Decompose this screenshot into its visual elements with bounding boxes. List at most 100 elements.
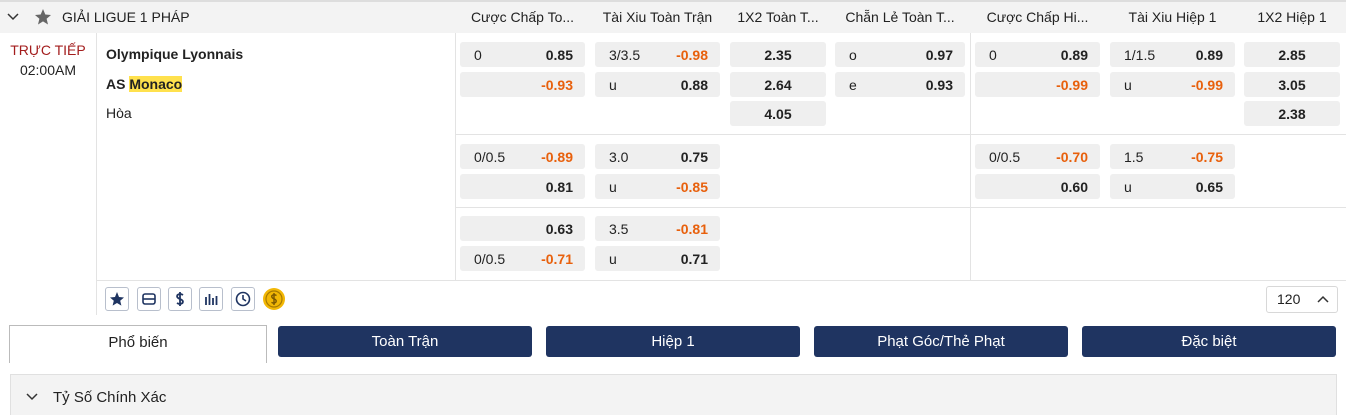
handicap-line: u bbox=[609, 251, 617, 267]
section-title: Tỷ Số Chính Xác bbox=[53, 389, 167, 406]
odds-cell[interactable]: u 0.71 bbox=[595, 246, 720, 271]
odds-cell[interactable]: 1/1.5 0.89 bbox=[1110, 42, 1235, 67]
section-header bbox=[10, 374, 1337, 415]
odds-value: 0.71 bbox=[680, 251, 708, 267]
away-team: AS Monaco bbox=[106, 76, 183, 92]
handicap-line: u bbox=[1124, 179, 1132, 195]
column-header: Chẵn Lẻ Toàn T... bbox=[845, 9, 955, 25]
odds-cell[interactable]: 3.0 0.75 bbox=[595, 144, 720, 169]
handicap-line: u bbox=[1124, 77, 1132, 93]
handicap-line: u bbox=[609, 77, 617, 93]
odds-value: 2.38 bbox=[1278, 106, 1306, 122]
odds-value: 0.89 bbox=[1060, 47, 1088, 63]
tab[interactable]: Hiệp 1 bbox=[546, 326, 800, 357]
odds-cell[interactable]: 0.60 bbox=[975, 174, 1100, 199]
stats-icon[interactable] bbox=[199, 287, 223, 311]
odds-value: -0.71 bbox=[541, 251, 573, 267]
tab[interactable]: Toàn Trận bbox=[278, 326, 532, 357]
odds-value: 0.88 bbox=[680, 77, 708, 93]
draw-label: Hòa bbox=[106, 105, 132, 121]
handicap-line: 1.5 bbox=[1124, 149, 1144, 165]
favorite-star[interactable] bbox=[34, 8, 52, 26]
odds-cell[interactable]: 2.38 bbox=[1244, 101, 1340, 126]
ticket-icon[interactable] bbox=[137, 287, 161, 311]
odds-value: 2.64 bbox=[764, 77, 792, 93]
odds-value: 0.85 bbox=[545, 47, 573, 63]
divider bbox=[970, 33, 971, 280]
odds-value: 0.65 bbox=[1195, 179, 1223, 195]
odds-cell[interactable]: 3.05 bbox=[1244, 72, 1340, 97]
odds-cell[interactable]: u 0.88 bbox=[595, 72, 720, 97]
odds-cell[interactable]: 2.35 bbox=[730, 42, 826, 67]
divider bbox=[96, 280, 1346, 281]
odds-cell[interactable]: 0.81 bbox=[460, 174, 585, 199]
more-count: 120 bbox=[1277, 291, 1301, 307]
odds-value: -0.70 bbox=[1056, 149, 1088, 165]
divider bbox=[455, 134, 1346, 135]
odds-value: -0.75 bbox=[1191, 149, 1223, 165]
away-prefix: AS bbox=[106, 76, 126, 92]
odds-cell[interactable]: 0/0.5 -0.71 bbox=[460, 246, 585, 271]
tab[interactable]: Đặc biệt bbox=[1082, 326, 1336, 357]
odds-cell[interactable]: 2.85 bbox=[1244, 42, 1340, 67]
odds-value: 0.89 bbox=[1195, 47, 1223, 63]
odds-cell[interactable]: 0 0.85 bbox=[460, 42, 585, 67]
odds-value: 0.63 bbox=[545, 221, 573, 237]
odds-cell[interactable]: u -0.85 bbox=[595, 174, 720, 199]
section-chevron[interactable] bbox=[25, 391, 39, 403]
handicap-line: o bbox=[849, 47, 857, 63]
handicap-line: 0/0.5 bbox=[474, 149, 506, 165]
odds-value: 2.35 bbox=[764, 47, 792, 63]
odds-value: 2.85 bbox=[1278, 47, 1306, 63]
odds-cell[interactable]: u -0.99 bbox=[1110, 72, 1235, 97]
home-team: Olympique Lyonnais bbox=[106, 46, 244, 62]
handicap-line: e bbox=[849, 77, 857, 93]
match-time: 02:00AM bbox=[19, 62, 77, 78]
tab-active[interactable]: Phổ biến bbox=[9, 325, 267, 363]
column-header: 1X2 Hiệp 1 bbox=[1257, 9, 1327, 25]
odds-cell[interactable]: 0/0.5 -0.89 bbox=[460, 144, 585, 169]
money-icon[interactable] bbox=[168, 287, 192, 311]
column-header: Tài Xiu Hiệp 1 bbox=[1128, 9, 1217, 25]
odds-cell[interactable]: o 0.97 bbox=[835, 42, 965, 67]
odds-value: -0.81 bbox=[676, 221, 708, 237]
odds-value: -0.89 bbox=[541, 149, 573, 165]
odds-cell[interactable]: 3/3.5 -0.98 bbox=[595, 42, 720, 67]
odds-cell[interactable]: 0 0.89 bbox=[975, 42, 1100, 67]
odds-value: 0.75 bbox=[680, 149, 708, 165]
odds-cell[interactable]: 0.63 bbox=[460, 216, 585, 241]
coin-icon[interactable] bbox=[262, 287, 286, 311]
live-status: TRỰC TIẾP bbox=[10, 42, 86, 58]
odds-value: -0.93 bbox=[541, 77, 573, 93]
handicap-line: 0 bbox=[474, 47, 482, 63]
odds-value: 0.97 bbox=[925, 47, 953, 63]
odds-value: -0.99 bbox=[1191, 77, 1223, 93]
odds-cell[interactable]: 2.64 bbox=[730, 72, 826, 97]
odds-cell[interactable]: u 0.65 bbox=[1110, 174, 1235, 199]
handicap-line: 3/3.5 bbox=[609, 47, 641, 63]
collapse-chevron[interactable] bbox=[6, 10, 20, 24]
odds-cell[interactable]: 0/0.5 -0.70 bbox=[975, 144, 1100, 169]
away-highlight: Monaco bbox=[129, 76, 183, 92]
header-bar bbox=[0, 0, 1346, 33]
odds-cell[interactable]: 3.5 -0.81 bbox=[595, 216, 720, 241]
odds-value: -0.85 bbox=[676, 179, 708, 195]
handicap-line: 3.0 bbox=[609, 149, 629, 165]
odds-cell[interactable]: 4.05 bbox=[730, 101, 826, 126]
fav-icon[interactable] bbox=[105, 287, 129, 311]
column-header: Tài Xiu Toàn Trận bbox=[602, 9, 713, 25]
odds-cell[interactable]: -0.99 bbox=[975, 72, 1100, 97]
odds-value: -0.98 bbox=[676, 47, 708, 63]
odds-cell[interactable]: -0.93 bbox=[460, 72, 585, 97]
more-button[interactable]: 120 bbox=[1266, 286, 1338, 313]
divider bbox=[455, 33, 456, 280]
odds-value: 0.60 bbox=[1060, 179, 1088, 195]
history-icon[interactable] bbox=[231, 287, 255, 311]
odds-value: 0.81 bbox=[545, 179, 573, 195]
tab[interactable]: Phạt Góc/Thẻ Phạt bbox=[814, 326, 1068, 357]
odds-cell[interactable]: 1.5 -0.75 bbox=[1110, 144, 1235, 169]
column-header: Cược Chấp Hi... bbox=[986, 9, 1089, 25]
time-column bbox=[0, 33, 97, 315]
odds-cell[interactable]: e 0.93 bbox=[835, 72, 965, 97]
